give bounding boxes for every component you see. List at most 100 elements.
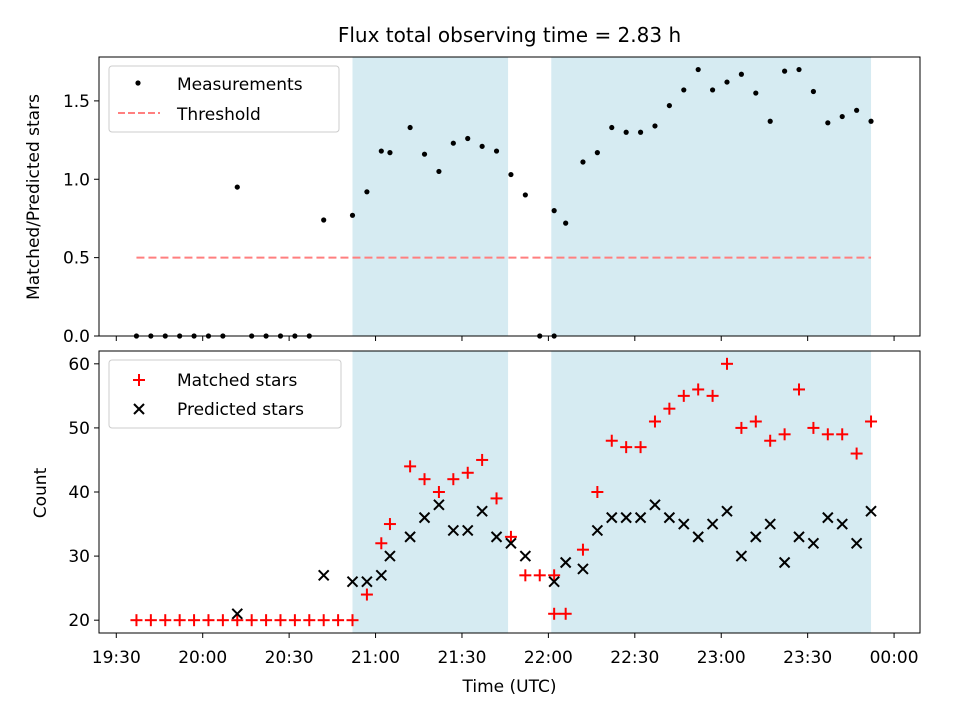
matched-star-point xyxy=(383,518,396,531)
bottom-panel: 20 30 40 50 60 19:30 20:00 20:30 21:00 21:30 22:0… xyxy=(31,350,921,697)
y-tick-label: 1.0 xyxy=(63,170,90,190)
measurement-point xyxy=(234,184,240,190)
matched-star-point xyxy=(692,383,705,396)
predicted-star-point xyxy=(850,537,863,549)
legend-marker-matched xyxy=(133,374,145,386)
shaded-interval xyxy=(551,351,872,633)
matched-star-point xyxy=(490,492,503,505)
predicted-star-point xyxy=(750,531,762,543)
predicted-star-point xyxy=(231,608,243,620)
x-axis-label: Time (UTC) xyxy=(462,677,557,697)
measurement-point xyxy=(854,107,860,113)
measurement-point xyxy=(508,171,514,178)
bottom-plot-marks xyxy=(130,357,878,627)
matched-star-point xyxy=(865,415,878,428)
predicted-star-point xyxy=(606,511,618,524)
matched-star-point xyxy=(346,614,359,627)
y-tick-label: 20 xyxy=(68,611,90,631)
matched-star-point xyxy=(591,486,604,498)
matched-star-point xyxy=(764,434,777,447)
predicted-star-point xyxy=(433,499,445,511)
legend-label-threshold: Threshold xyxy=(176,105,261,125)
chart-title: Flux total observing time = 2.83 h xyxy=(338,23,681,47)
y-tick-label: 1.5 xyxy=(63,92,90,112)
measurement-point xyxy=(695,66,701,73)
y-tick-label: 0.5 xyxy=(63,249,90,269)
measurement-point xyxy=(378,148,384,154)
legend-label-measurements: Measurements xyxy=(177,75,303,95)
y-tick-label: 50 xyxy=(68,419,90,439)
top-panel: Flux total observing time = 2.83 h 0.00.… xyxy=(24,23,921,347)
matched-star-point xyxy=(504,530,517,543)
matched-star-point xyxy=(559,607,572,620)
measurement-point xyxy=(321,217,327,223)
x-tick-label: 22:00 xyxy=(524,648,573,668)
top-legend: Measurements Threshold xyxy=(108,65,340,133)
measurement-point xyxy=(652,123,658,129)
matched-star-point xyxy=(720,357,733,370)
matched-star-point xyxy=(404,460,417,473)
measurement-point xyxy=(594,150,600,156)
measurement-point xyxy=(724,79,730,85)
measurement-point xyxy=(580,159,586,165)
measurement-point xyxy=(387,150,393,156)
legend-label-matched: Matched stars xyxy=(177,371,297,391)
matched-star-point xyxy=(447,473,460,486)
x-tick-label: 22:30 xyxy=(610,648,659,668)
predicted-star-point xyxy=(591,524,604,537)
matched-star-point xyxy=(576,543,589,556)
predicted-star-point xyxy=(375,569,388,582)
legend-marker-predicted xyxy=(133,403,145,415)
predicted-star-point xyxy=(361,576,373,588)
measurement-point xyxy=(709,87,716,93)
matched-star-point xyxy=(216,614,229,627)
shaded-interval xyxy=(551,57,872,336)
x-tick-label: 00:00 xyxy=(870,648,919,668)
x-tick-label: 23:00 xyxy=(697,648,746,668)
x-tick-label: 23:30 xyxy=(783,648,832,668)
measurement-point xyxy=(839,113,845,120)
measurement-point xyxy=(349,212,356,218)
measurement-point xyxy=(609,124,615,131)
matched-star-point xyxy=(850,447,863,460)
legend-marker-measurements xyxy=(135,80,141,86)
legend-box xyxy=(108,359,342,429)
matched-star-point xyxy=(648,415,661,428)
legend-label-predicted: Predicted stars xyxy=(177,400,304,420)
predicted-star-point xyxy=(721,505,733,517)
measurement-point xyxy=(407,124,413,131)
bottom-y-axis: 20 30 40 50 60 xyxy=(68,355,99,631)
predicted-star-point xyxy=(778,556,791,569)
measurement-point xyxy=(753,90,759,96)
measurement-point xyxy=(551,208,557,214)
matched-star-point xyxy=(548,569,561,582)
matched-star-point xyxy=(663,402,676,415)
matched-star-point xyxy=(418,473,431,486)
matched-star-point xyxy=(245,614,258,627)
matched-star-point xyxy=(202,614,215,627)
matched-star-point xyxy=(821,428,834,441)
measurement-point xyxy=(810,88,817,95)
matched-star-point xyxy=(130,614,143,627)
matched-star-point xyxy=(778,428,791,441)
measurement-point xyxy=(796,66,802,73)
matched-star-point xyxy=(634,441,647,454)
matched-star-point xyxy=(836,428,849,441)
matched-star-point xyxy=(476,453,489,466)
predicted-star-point xyxy=(735,550,748,562)
predicted-star-point xyxy=(317,569,330,582)
predicted-star-point xyxy=(346,576,359,588)
top-plot-marks xyxy=(133,66,874,339)
predicted-star-point xyxy=(807,537,820,549)
measurement-point xyxy=(738,71,744,77)
measurement-point xyxy=(479,143,485,149)
matched-star-point xyxy=(360,588,373,601)
measurement-point xyxy=(465,135,471,142)
measurement-point xyxy=(782,68,788,74)
predicted-star-point xyxy=(559,556,572,569)
measurement-point xyxy=(666,102,672,109)
measurement-point xyxy=(522,192,528,198)
matched-star-point xyxy=(620,441,633,454)
x-tick-label: 20:00 xyxy=(178,648,227,668)
